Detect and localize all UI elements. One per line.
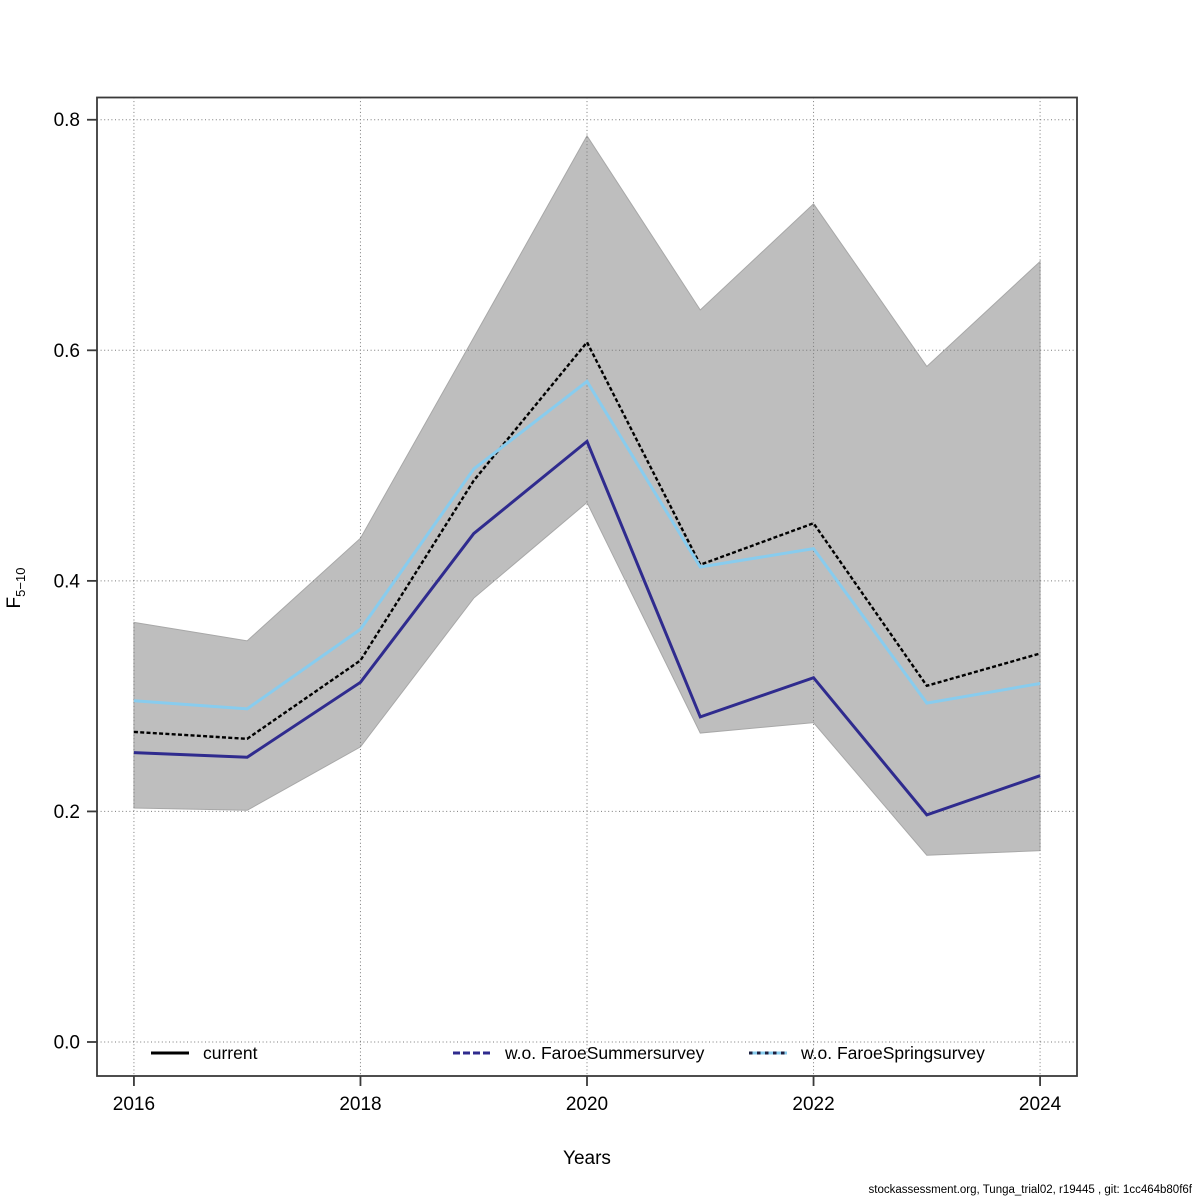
y-axis-tick-label: 0.6 — [54, 341, 80, 362]
y-axis-title-base: F — [4, 596, 25, 609]
legend-key-current-line — [151, 1051, 189, 1055]
legend-item-wo-faroesummersurvey: w.o. FaroeSummersurvey — [452, 1040, 704, 1066]
legend-label-wo-faroesummersurvey: w.o. FaroeSummersurvey — [505, 1042, 705, 1063]
legend-key-springsurvey-line — [749, 1051, 787, 1055]
y-axis-tick-label: 0.2 — [54, 802, 80, 823]
y-axis-tick-label: 0.8 — [54, 110, 80, 131]
series-line-w-o-faroespringsurvey — [133, 379, 1041, 711]
legend-item-current: current — [150, 1040, 257, 1066]
y-axis-tick-label: 0.0 — [54, 1032, 80, 1053]
run-info-footer: stockassessment.org, Tunga_trial02, r194… — [868, 1184, 1192, 1196]
x-axis-tick-label: 2020 — [566, 1094, 608, 1115]
x-axis-tick-label: 2022 — [792, 1094, 834, 1115]
legend-label-current: current — [203, 1042, 258, 1063]
legend-key-summersurvey-line — [453, 1051, 491, 1055]
x-axis-tick-label: 2016 — [113, 1094, 155, 1115]
plot-border — [96, 96, 1078, 1077]
series-line-current — [133, 340, 1041, 741]
legend-item-wo-faroespringsurvey: w.o. FaroeSpringsurvey — [748, 1040, 985, 1066]
x-axis-title: Years — [563, 1148, 611, 1169]
y-axis-title: F5−10 — [4, 568, 28, 609]
legend-label-wo-faroespringsurvey: w.o. FaroeSpringsurvey — [801, 1042, 985, 1063]
series-line-w-o-faroesummersurvey — [133, 438, 1041, 817]
x-axis-tick-label: 2018 — [339, 1094, 381, 1115]
x-axis-tick-label: 2024 — [1019, 1094, 1062, 1115]
confidence-band — [133, 134, 1041, 856]
y-axis-tick-label: 0.4 — [54, 571, 81, 592]
y-axis-title-subscript: 5−10 — [13, 567, 28, 597]
legend: current w.o. FaroeSummersurvey w.o. Faro… — [0, 1040, 1200, 1066]
